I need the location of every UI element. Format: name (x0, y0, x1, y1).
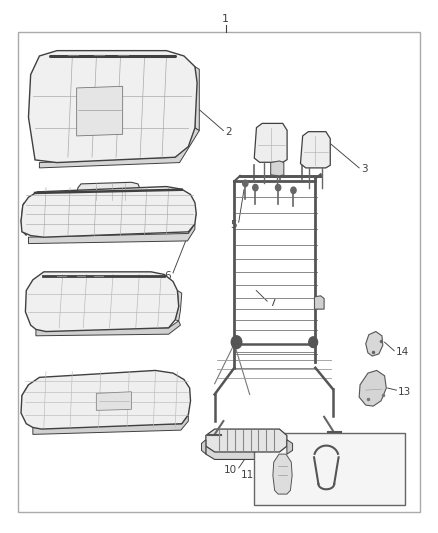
Circle shape (243, 180, 248, 187)
Polygon shape (175, 290, 182, 321)
Polygon shape (36, 321, 180, 336)
Text: 14: 14 (396, 347, 409, 357)
Polygon shape (201, 440, 206, 454)
Polygon shape (206, 429, 287, 452)
Polygon shape (366, 332, 383, 356)
Polygon shape (314, 296, 324, 309)
Text: 5: 5 (230, 220, 237, 230)
Polygon shape (287, 440, 293, 454)
Polygon shape (271, 161, 284, 176)
Text: 6: 6 (164, 271, 171, 280)
Polygon shape (359, 370, 386, 406)
Polygon shape (21, 370, 191, 429)
Polygon shape (28, 224, 195, 244)
Polygon shape (300, 132, 330, 168)
Circle shape (231, 336, 242, 349)
Polygon shape (21, 187, 196, 237)
Polygon shape (39, 128, 199, 168)
Text: 4: 4 (180, 219, 186, 229)
Text: 13: 13 (398, 387, 411, 397)
Polygon shape (77, 86, 123, 136)
Polygon shape (195, 67, 199, 131)
Polygon shape (96, 392, 131, 410)
Text: 1: 1 (222, 14, 229, 23)
Polygon shape (28, 51, 197, 163)
Polygon shape (77, 182, 140, 201)
Polygon shape (33, 415, 188, 434)
Text: 8: 8 (50, 313, 57, 323)
Circle shape (309, 337, 318, 348)
Polygon shape (273, 454, 292, 494)
Text: 3: 3 (361, 165, 368, 174)
Polygon shape (206, 446, 287, 459)
Polygon shape (254, 124, 287, 162)
Text: 9: 9 (34, 412, 41, 422)
Polygon shape (25, 272, 179, 332)
Text: 2: 2 (226, 127, 232, 137)
Circle shape (276, 184, 281, 191)
Text: 10: 10 (223, 465, 237, 475)
Polygon shape (22, 385, 31, 413)
Circle shape (291, 187, 296, 193)
Circle shape (253, 184, 258, 191)
Polygon shape (21, 203, 26, 236)
Polygon shape (139, 189, 143, 197)
Text: 11: 11 (241, 471, 254, 480)
Text: 7: 7 (269, 298, 276, 308)
Bar (254, 433, 405, 505)
